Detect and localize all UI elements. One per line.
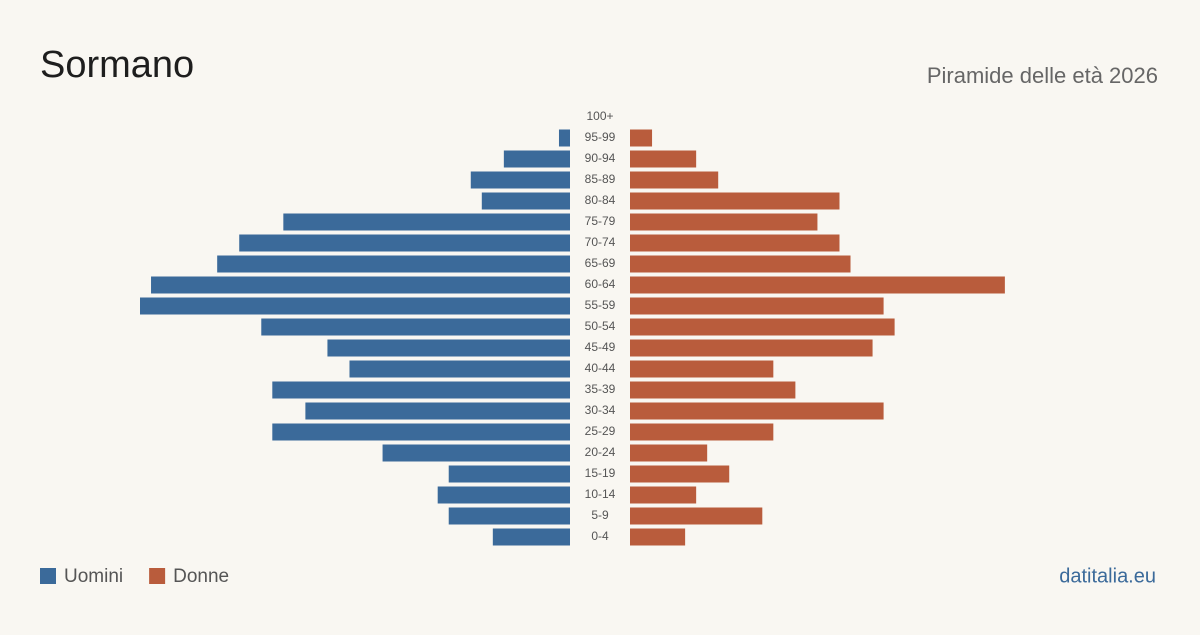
age-label: 50-54 [585,319,616,333]
age-label: 5-9 [591,508,609,522]
age-label: 30-34 [585,403,616,417]
bar [630,318,895,336]
bar [448,507,570,525]
bar [630,213,818,231]
bar [151,276,570,294]
legend-label: Uomini [64,566,123,587]
bar [448,465,570,483]
age-label: 60-64 [585,277,616,291]
bar [470,171,570,189]
age-label: 40-44 [585,361,616,375]
bar [272,423,570,441]
bar [630,465,730,483]
bar [239,234,570,252]
age-label: 35-39 [585,382,616,396]
bar [630,297,884,315]
bar [630,444,708,462]
bar [630,171,719,189]
age-label: 90-94 [585,151,616,165]
bar [630,528,686,546]
age-label: 80-84 [585,193,616,207]
legend-swatch [149,568,166,584]
chart-subtitle: Piramide delle età 2026 [927,63,1158,88]
bar [630,381,796,399]
age-label: 10-14 [585,487,616,501]
bar [437,486,570,504]
bar [630,339,873,357]
legend-label: Donne [173,566,229,587]
bar [630,402,884,420]
bar [630,192,840,210]
chart-title: Sormano [40,44,194,86]
bar [217,255,570,273]
bar [305,402,570,420]
age-label: 95-99 [585,130,616,144]
bar [630,255,851,273]
bar [630,360,774,378]
legend-swatch [40,568,56,584]
bar [630,486,697,504]
bar [630,129,653,147]
age-label: 85-89 [585,172,616,186]
bar [630,150,697,168]
bar [382,444,570,462]
bar [558,129,570,147]
bar [283,213,570,231]
source-link[interactable]: datitalia.eu [1059,565,1156,587]
age-label: 100+ [586,109,613,123]
bar [630,423,774,441]
bar [349,360,570,378]
bar [630,234,840,252]
age-label: 65-69 [585,256,616,270]
bar [492,528,570,546]
bar [503,150,570,168]
age-label: 70-74 [585,235,616,249]
bar [630,276,1005,294]
bar [630,507,763,525]
age-label: 15-19 [585,466,616,480]
bar [327,339,570,357]
bar [272,381,570,399]
age-label: 25-29 [585,424,616,438]
age-label: 0-4 [591,529,609,543]
bar [481,192,570,210]
age-label: 20-24 [585,445,616,459]
bar [140,297,570,315]
age-label: 75-79 [585,214,616,228]
age-label: 55-59 [585,298,616,312]
age-label: 45-49 [585,340,616,354]
bar [261,318,570,336]
